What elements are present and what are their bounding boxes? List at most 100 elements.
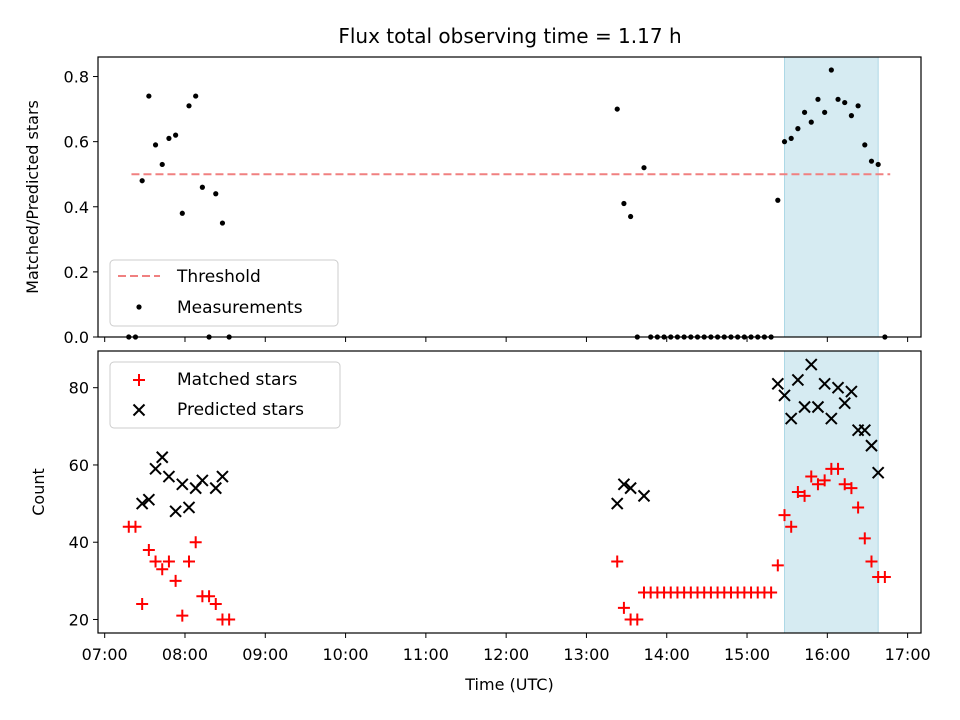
data-point: [176, 609, 189, 622]
x-tick-label: 17:00: [885, 645, 931, 664]
data-point: [828, 67, 834, 73]
data-point: [785, 520, 798, 533]
highlight-band: [784, 56, 879, 338]
data-point: [835, 96, 841, 102]
data-point: [801, 109, 808, 115]
data-point: [798, 489, 811, 502]
data-point: [831, 381, 845, 394]
x-tick-label: 11:00: [403, 645, 449, 664]
data-point: [858, 532, 871, 545]
legend-box: [109, 259, 339, 327]
y-tick-label: 0.6: [64, 133, 89, 152]
data-point: [865, 555, 878, 568]
legend-measurements-swatch: [136, 304, 142, 310]
bottom-panel: 20 40 60 80 07:00 08:00 09:00 10:00 11:00 12:00 13…: [29, 350, 931, 694]
legend-threshold-label: Threshold: [176, 267, 261, 287]
data-point: [189, 536, 202, 549]
legend-predicted-label: Predicted stars: [177, 400, 304, 420]
y-tick-label: 0.2: [64, 263, 89, 282]
data-point: [162, 470, 176, 483]
x-tick-label: 09:00: [242, 645, 288, 664]
data-point: [614, 106, 620, 112]
data-point: [858, 423, 872, 437]
data-point: [778, 389, 791, 402]
data-point: [129, 520, 142, 533]
y-tick-label: 20: [69, 610, 89, 629]
data-point: [878, 570, 891, 583]
data-point: [199, 184, 205, 190]
data-point: [862, 142, 868, 148]
data-point: [855, 103, 861, 109]
data-point: [875, 161, 881, 168]
data-point: [631, 613, 644, 626]
data-point: [146, 93, 152, 99]
data-point: [791, 486, 804, 498]
data-point: [139, 178, 145, 184]
data-point: [149, 462, 162, 476]
y-axis-label: Matched/Predicted stars: [23, 100, 42, 294]
data-point: [611, 497, 624, 510]
data-point: [825, 412, 838, 425]
data-point: [838, 478, 851, 491]
data-point: [815, 96, 821, 102]
data-point: [778, 509, 791, 522]
data-point: [617, 601, 630, 614]
data-point: [765, 586, 778, 599]
data-point: [209, 481, 222, 495]
data-point: [771, 559, 784, 572]
data-point: [149, 555, 162, 568]
data-point: [142, 543, 155, 556]
x-tick-label: 14:00: [644, 645, 690, 664]
x-tick-label: 07:00: [82, 645, 128, 664]
legend: Matched stars Predicted stars: [109, 361, 341, 429]
data-point: [162, 555, 175, 568]
data-point: [169, 574, 182, 587]
x-tick-label: 08:00: [162, 645, 208, 664]
data-point: [865, 439, 878, 452]
data-point: [617, 478, 631, 491]
data-point: [868, 158, 875, 164]
data-point: [791, 373, 805, 387]
axes-frame: [97, 350, 922, 634]
data-point: [811, 478, 824, 491]
legend-predicted-swatch: [132, 403, 146, 417]
data-point: [173, 132, 179, 138]
data-point: [182, 555, 195, 568]
data-point: [135, 497, 149, 510]
data-point: [811, 400, 825, 414]
data-point: [805, 470, 818, 483]
legend-measurements-label: Measurements: [177, 298, 303, 318]
data-point: [784, 412, 798, 425]
data-point: [838, 396, 851, 410]
data-point: [641, 165, 647, 171]
x-tick-label: 15:00: [724, 645, 770, 664]
legend-matched-label: Matched stars: [177, 370, 297, 390]
data-point: [219, 220, 226, 226]
data-point: [845, 482, 858, 495]
data-point: [624, 481, 637, 495]
x-tick-label: 13:00: [563, 645, 609, 664]
axes-frame: [97, 56, 922, 338]
x-tick-label: 12:00: [483, 645, 529, 664]
x-tick-label: 10:00: [323, 645, 369, 664]
y-tick-label: 0.8: [64, 68, 89, 87]
data-point: [798, 400, 811, 414]
data-point: [159, 161, 165, 168]
y-tick-label: 0.0: [64, 328, 89, 347]
data-point: [196, 474, 209, 487]
data-point: [203, 590, 216, 603]
legend: Threshold Measurements: [109, 259, 339, 327]
data-point: [621, 200, 627, 207]
data-point: [852, 501, 865, 514]
data-point: [152, 142, 159, 148]
y-tick-label: 60: [69, 456, 89, 475]
data-point: [193, 93, 199, 99]
data-point: [781, 139, 788, 145]
series-predicted-stars: [135, 358, 885, 518]
y-tick-label: 0.4: [64, 198, 89, 217]
data-point: [822, 109, 828, 115]
data-point: [771, 377, 785, 391]
data-point: [156, 451, 169, 464]
data-point: [848, 113, 855, 119]
